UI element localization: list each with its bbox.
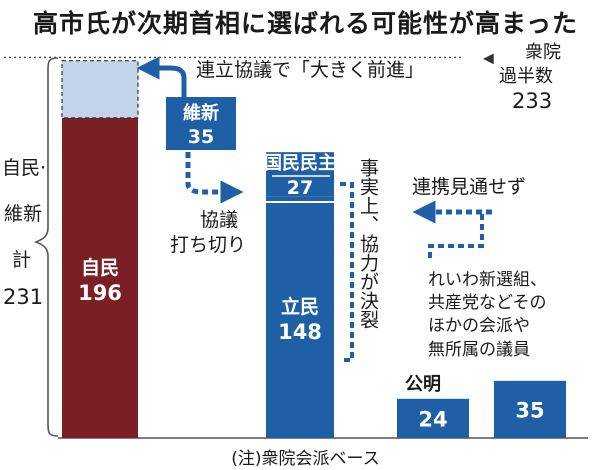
bar-1 <box>61 60 139 119</box>
chart-title: 高市氏が次期首相に選ばれる可能性が高まった <box>32 9 578 38</box>
ishin-box <box>166 97 236 150</box>
coalition-label-1: 自民· <box>2 157 46 179</box>
ishin-label: 維新 <box>183 102 219 124</box>
coalition-label-2: 維新 <box>4 203 42 225</box>
kyogi-arrow <box>185 152 244 204</box>
bar-value-2: 148 <box>278 320 322 344</box>
renkei-text: 連携見通せず <box>412 176 526 198</box>
coalition-brace <box>34 57 59 437</box>
footnote: (注)衆院会派ベース <box>231 449 380 469</box>
komei-label: 公明 <box>405 374 441 395</box>
kyogi-text-1: 協議 <box>200 209 238 231</box>
bar-4 <box>397 398 469 438</box>
renritsu-arrow <box>136 56 187 100</box>
majority-arrow-icon: ◀ <box>483 50 494 66</box>
kyogi-text-2: 打ち切り <box>170 234 246 256</box>
bar-value-5: 35 <box>515 398 544 422</box>
majority-label-1: 衆院 <box>525 42 561 63</box>
others-text-1: れいわ新選組、 <box>428 270 547 290</box>
coalition-value: 231 <box>3 285 43 309</box>
bar-value-0: 196 <box>78 281 122 305</box>
majority-value: 233 <box>512 89 552 113</box>
majority-label-2: 過半数 <box>499 66 553 87</box>
others-text-3: ほかの会派や <box>428 316 530 336</box>
ketsuretsu-text: 事実上、協力が決裂 <box>357 158 379 329</box>
bar-label-0: 自民 <box>81 256 119 279</box>
kokumin-value: 27 <box>287 177 313 199</box>
others-text-2: 共産党などその <box>428 293 547 313</box>
bar-5 <box>494 380 566 438</box>
ishin-value: 35 <box>188 126 214 148</box>
bar-3 <box>266 152 334 197</box>
bar-0 <box>62 117 138 438</box>
ketsuretsu-bracket <box>340 182 354 362</box>
bar-value-4: 24 <box>418 407 447 431</box>
kokumin-label: 国民民主 <box>264 152 336 174</box>
bar-label-2: 立民 <box>281 295 319 318</box>
bar-2 <box>266 196 334 438</box>
others-text-4: 無所属の議員 <box>428 340 530 360</box>
renritsu-text: 連立協議で「大きく前進」 <box>196 59 424 81</box>
coalition-label-3: 計 <box>12 249 31 271</box>
renkei-arrow-connector <box>428 214 484 260</box>
